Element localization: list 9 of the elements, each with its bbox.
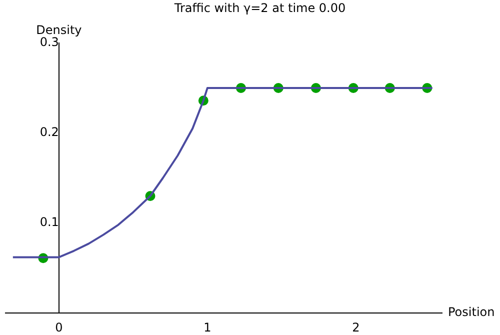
y-axis-title: Density <box>36 23 82 38</box>
y-tick-label: 0.1 <box>40 215 59 230</box>
y-tick-label: 0.3 <box>40 35 59 50</box>
x-tick-label: 2 <box>352 320 360 334</box>
chart-title: Traffic with γ=2 at time 0.00 <box>173 1 346 16</box>
y-tick-label: 0.2 <box>40 125 59 140</box>
x-axis-title: Position <box>448 305 495 320</box>
x-tick-label: 0 <box>55 320 63 334</box>
x-tick-label: 1 <box>204 320 212 334</box>
